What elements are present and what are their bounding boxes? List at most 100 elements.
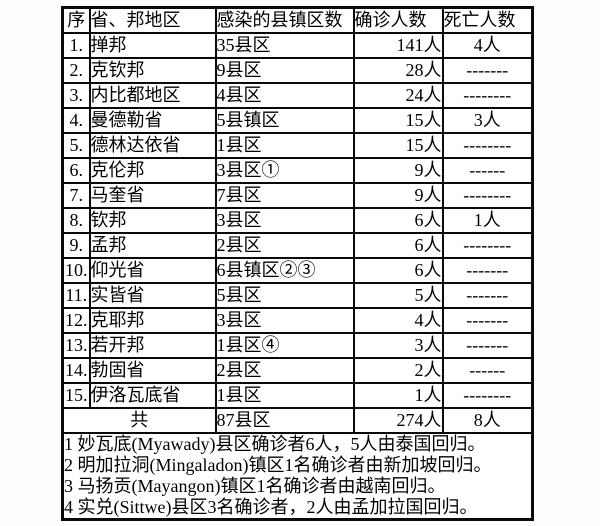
total-label-cell: 共 xyxy=(61,406,217,434)
region-cell: 克伦邦 xyxy=(88,156,217,184)
total-row: 共 87县区 274人 8人 xyxy=(61,406,534,434)
seq-cell: 12. xyxy=(61,306,91,334)
header-seq: 序 xyxy=(61,6,91,34)
seq-cell: 8. xyxy=(61,206,91,234)
infected-cell: 1县区④ xyxy=(214,331,355,359)
deaths-cell: ------ xyxy=(441,156,534,184)
region-cell: 钦邦 xyxy=(88,206,217,234)
region-cell: 掸邦 xyxy=(88,31,217,59)
seq-cell: 15. xyxy=(61,381,91,409)
deaths-cell: -------- xyxy=(441,131,534,159)
confirmed-cell: 6人 xyxy=(352,256,444,284)
deaths-cell: ------- xyxy=(441,56,534,84)
table-row: 12. 克耶邦 3县区 4人 ------- xyxy=(61,306,534,334)
table-row: 8. 钦邦 3县区 6人 1人 xyxy=(61,206,534,234)
region-cell: 德林达依省 xyxy=(88,131,217,159)
confirmed-cell: 28人 xyxy=(352,56,444,84)
table-row: 9. 孟邦 2县区 6人 -------- xyxy=(61,231,534,259)
infected-cell: 4县区 xyxy=(214,81,355,109)
header-region: 省、邦地区 xyxy=(88,6,217,34)
seq-cell: 14. xyxy=(61,356,91,384)
region-cell: 克耶邦 xyxy=(88,306,217,334)
myanmar-covid-table: 序 省、邦地区 感染的县镇区数 确诊人数 死亡人数 1. 掸邦 35县区 141… xyxy=(61,6,534,521)
total-infected-cell: 87县区 xyxy=(214,406,355,434)
infected-cell: 9县区 xyxy=(214,56,355,84)
footnotes-row: 1 妙瓦底(Myawady)县区确诊者6人，5人由泰国回归。 2 明加拉洞(Mi… xyxy=(61,431,534,520)
seq-cell: 5. xyxy=(61,131,91,159)
footnote: 4 实兑(Sittwe)县区3名确诊者，2人由孟加拉国回归。 xyxy=(64,496,478,517)
total-deaths-cell: 8人 xyxy=(441,406,534,434)
infected-cell: 2县区 xyxy=(214,231,355,259)
confirmed-cell: 3人 xyxy=(352,331,444,359)
region-cell: 仰光省 xyxy=(88,256,217,284)
confirmed-cell: 9人 xyxy=(352,181,444,209)
seq-cell: 11. xyxy=(61,281,91,309)
infected-cell: 3县区 xyxy=(214,306,355,334)
confirmed-cell: 15人 xyxy=(352,106,444,134)
footnote: 2 明加拉洞(Mingaladon)镇区1名确诊者由新加坡回归。 xyxy=(64,454,492,475)
deaths-cell: ------- xyxy=(441,306,534,334)
deaths-cell: -------- xyxy=(441,81,534,109)
region-cell: 内比都地区 xyxy=(88,81,217,109)
deaths-cell: 3人 xyxy=(441,106,534,134)
total-confirmed-cell: 274人 xyxy=(352,406,444,434)
infected-cell: 3县区 xyxy=(214,206,355,234)
infected-cell: 1县区 xyxy=(214,131,355,159)
table-row: 4. 曼德勒省 5县镇区 15人 3人 xyxy=(61,106,534,134)
infected-cell: 5县区 xyxy=(214,281,355,309)
confirmed-cell: 5人 xyxy=(352,281,444,309)
confirmed-cell: 1人 xyxy=(352,381,444,409)
table-row: 6. 克伦邦 3县区① 9人 ------ xyxy=(61,156,534,184)
confirmed-cell: 4人 xyxy=(352,306,444,334)
footnote: 1 妙瓦底(Myawady)县区确诊者6人，5人由泰国回归。 xyxy=(64,433,486,454)
table-row: 7. 马奎省 7县区 9人 -------- xyxy=(61,181,534,209)
seq-cell: 6. xyxy=(61,156,91,184)
seq-cell: 4. xyxy=(61,106,91,134)
infected-cell: 1县区 xyxy=(214,381,355,409)
header-confirmed: 确诊人数 xyxy=(352,6,444,34)
seq-cell: 2. xyxy=(61,56,91,84)
seq-cell: 7. xyxy=(61,181,91,209)
deaths-cell: -------- xyxy=(441,181,534,209)
deaths-cell: ------- xyxy=(441,281,534,309)
seq-cell: 9. xyxy=(61,231,91,259)
table-row: 10. 仰光省 6县镇区②③ 6人 ------- xyxy=(61,256,534,284)
deaths-cell: 4人 xyxy=(441,31,534,59)
infected-cell: 7县区 xyxy=(214,181,355,209)
footnote: 3 马扬贡(Mayangon)镇区1名确诊者由越南回归。 xyxy=(64,475,446,496)
header-infected: 感染的县镇区数 xyxy=(214,6,355,34)
confirmed-cell: 6人 xyxy=(352,231,444,259)
table-row: 2. 克钦邦 9县区 28人 ------- xyxy=(61,56,534,84)
table-row: 3. 内比都地区 4县区 24人 -------- xyxy=(61,81,534,109)
deaths-cell: ------- xyxy=(441,256,534,284)
confirmed-cell: 24人 xyxy=(352,81,444,109)
header-row: 序 省、邦地区 感染的县镇区数 确诊人数 死亡人数 xyxy=(61,6,534,34)
footnotes-cell: 1 妙瓦底(Myawady)县区确诊者6人，5人由泰国回归。 2 明加拉洞(Mi… xyxy=(61,431,534,520)
infected-cell: 35县区 xyxy=(214,31,355,59)
region-cell: 实皆省 xyxy=(88,281,217,309)
infected-cell: 3县区① xyxy=(214,156,355,184)
confirmed-cell: 2人 xyxy=(352,356,444,384)
infected-cell: 6县镇区②③ xyxy=(214,256,355,284)
table-row: 14. 勃固省 2县区 2人 ------ xyxy=(61,356,534,384)
deaths-cell: ------ xyxy=(441,356,534,384)
infected-cell: 5县镇区 xyxy=(214,106,355,134)
deaths-cell: -------- xyxy=(441,231,534,259)
deaths-cell: ------- xyxy=(441,331,534,359)
header-deaths: 死亡人数 xyxy=(441,6,534,34)
table-row: 1. 掸邦 35县区 141人 4人 xyxy=(61,31,534,59)
seq-cell: 13. xyxy=(61,331,91,359)
region-cell: 勃固省 xyxy=(88,356,217,384)
confirmed-cell: 141人 xyxy=(352,31,444,59)
confirmed-cell: 6人 xyxy=(352,206,444,234)
table-row: 11. 实皆省 5县区 5人 ------- xyxy=(61,281,534,309)
region-cell: 若开邦 xyxy=(88,331,217,359)
seq-cell: 1. xyxy=(61,31,91,59)
region-cell: 孟邦 xyxy=(88,231,217,259)
deaths-cell: -------- xyxy=(441,381,534,409)
region-cell: 马奎省 xyxy=(88,181,217,209)
region-cell: 克钦邦 xyxy=(88,56,217,84)
confirmed-cell: 15人 xyxy=(352,131,444,159)
table-row: 5. 德林达依省 1县区 15人 -------- xyxy=(61,131,534,159)
